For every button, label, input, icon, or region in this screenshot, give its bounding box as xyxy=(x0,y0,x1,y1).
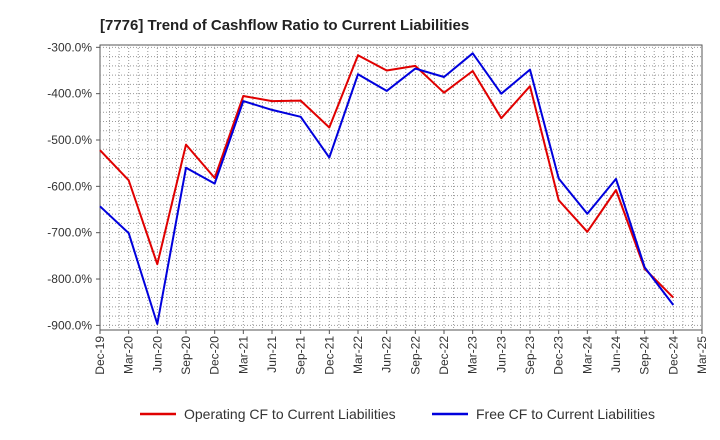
x-tick-label: Jun-20 xyxy=(150,336,164,373)
series-lines xyxy=(99,52,675,325)
x-tick-label: Mar-20 xyxy=(122,336,136,374)
y-tick-label: -500.0% xyxy=(47,133,92,147)
series-line-operating-cf xyxy=(99,54,675,299)
x-axis-tick-labels: Dec-19 Mar-20 Jun-20 Sep-20 Dec-20 Mar-21 Jun-… xyxy=(93,330,709,375)
x-tick-label: Sep-23 xyxy=(523,336,537,375)
x-tick-label: Mar-22 xyxy=(351,336,365,374)
x-tick-label: Mar-21 xyxy=(236,336,250,374)
x-tick-label: Jun-22 xyxy=(380,336,394,373)
x-tick-label: Dec-19 xyxy=(93,336,107,375)
x-tick-label: Jun-21 xyxy=(265,336,279,373)
series-line-free-cf xyxy=(99,52,675,325)
x-tick-label: Jun-24 xyxy=(609,336,623,373)
x-tick-label: Mar-24 xyxy=(580,336,594,374)
y-tick-label: -400.0% xyxy=(47,87,92,101)
legend: Operating CF to Current Liabilities Free… xyxy=(140,406,655,422)
y-tick-label: -600.0% xyxy=(47,179,92,193)
grid-lines xyxy=(100,45,702,330)
x-tick-label: Mar-25 xyxy=(695,336,709,374)
x-tick-label: Mar-23 xyxy=(466,336,480,374)
y-tick-label: -700.0% xyxy=(47,226,92,240)
legend-label-free-cf: Free CF to Current Liabilities xyxy=(476,406,655,422)
y-axis-tick-labels: -300.0% -400.0% -500.0% -600.0% -700.0% -800.… xyxy=(47,40,100,332)
x-tick-label: Dec-24 xyxy=(666,336,680,375)
x-tick-label: Dec-20 xyxy=(208,336,222,375)
x-tick-label: Dec-23 xyxy=(552,336,566,375)
y-tick-label: -300.0% xyxy=(47,40,92,54)
plot-area xyxy=(99,44,703,331)
x-tick-label: Dec-21 xyxy=(322,336,336,375)
x-tick-label: Sep-22 xyxy=(408,336,422,375)
legend-label-operating-cf: Operating CF to Current Liabilities xyxy=(184,406,396,422)
x-tick-label: Dec-22 xyxy=(437,336,451,375)
x-tick-label: Sep-20 xyxy=(179,336,193,375)
x-tick-label: Sep-21 xyxy=(294,336,308,375)
chart-title: [7776] Trend of Cashflow Ratio to Curren… xyxy=(100,17,469,34)
y-tick-label: -900.0% xyxy=(47,318,92,332)
x-tick-label: Jun-23 xyxy=(494,336,508,373)
x-tick-label: Sep-24 xyxy=(638,336,652,375)
y-tick-label: -800.0% xyxy=(47,272,92,286)
